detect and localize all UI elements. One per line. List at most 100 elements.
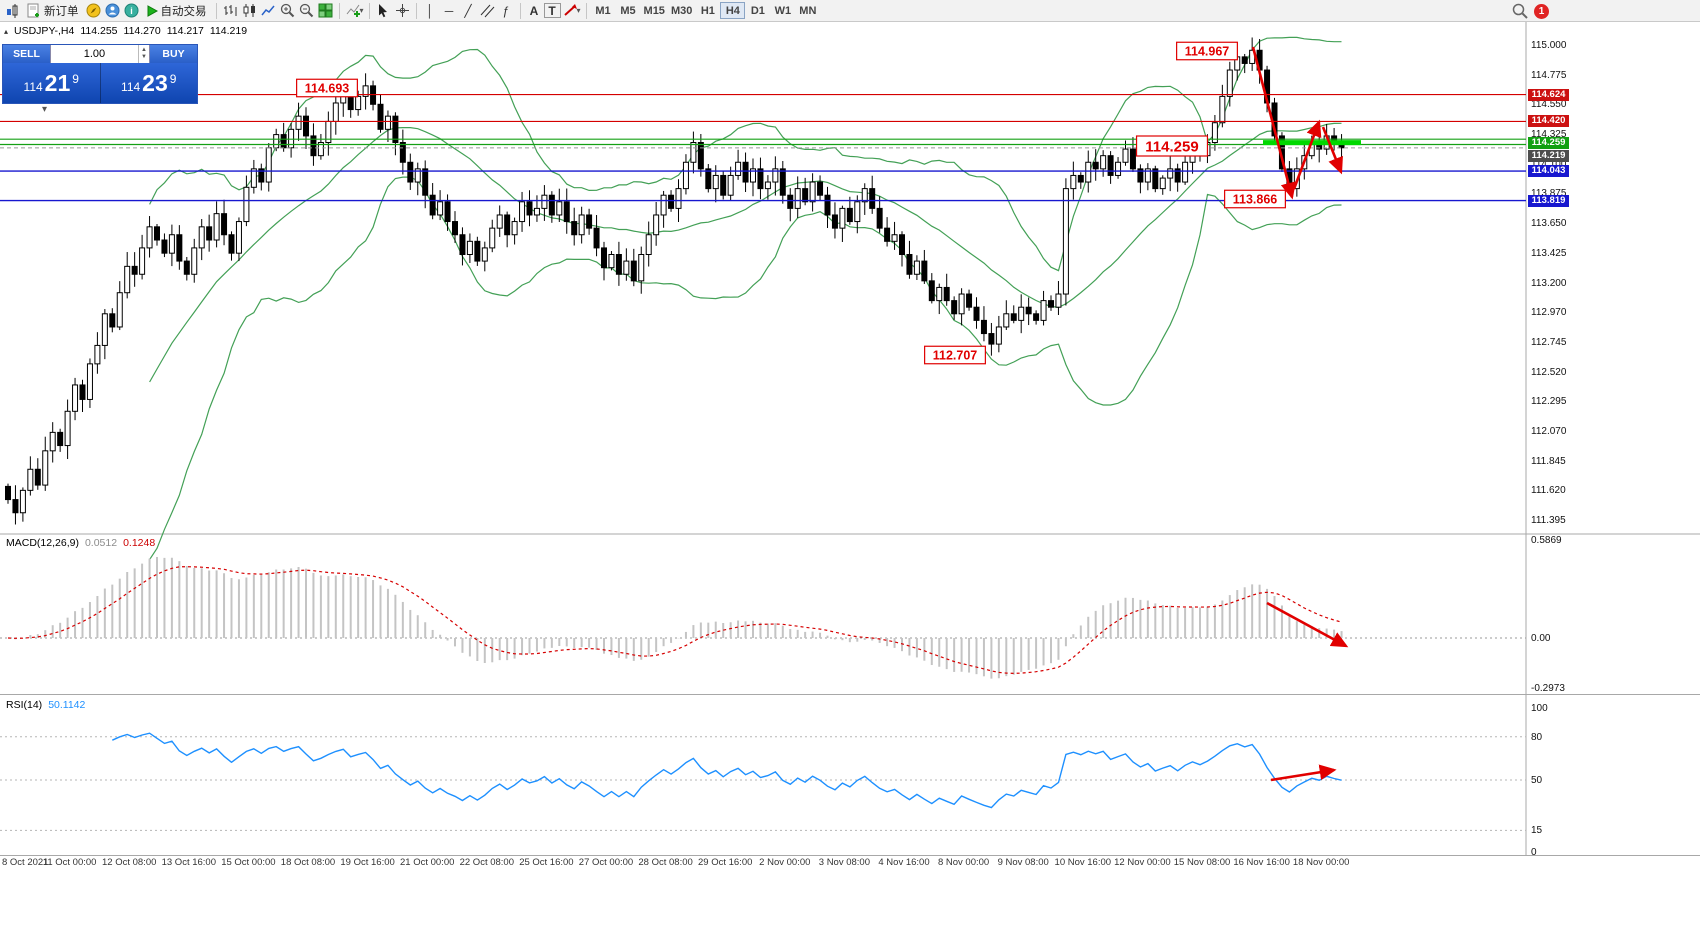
candle-body [146,226,153,249]
shapes-dropdown-icon[interactable]: ▾ [576,6,581,15]
crosshair-icon[interactable] [393,2,412,20]
candle-body [437,201,444,216]
line-chart-type-icon[interactable] [259,2,278,20]
channel-tool-icon[interactable] [478,2,497,20]
info-icon[interactable]: i [122,2,141,20]
candle-body [675,188,682,209]
trend-arrow[interactable] [1266,601,1349,648]
candle-body [228,234,235,254]
timeframe-w1-button[interactable]: W1 [770,2,795,19]
cursor-icon[interactable] [374,2,393,20]
timeframe-m15-button[interactable]: M15 [641,2,668,19]
ohlc-close: 114.219 [209,25,248,37]
candle-body [332,102,339,122]
indicators-icon[interactable] [344,2,363,20]
zoom-out-icon[interactable] [297,2,316,20]
candle-body [384,115,391,130]
price-label[interactable]: 112.707 [924,345,986,365]
candle-body [1062,188,1069,295]
volume-up-icon[interactable]: ▲ [140,47,147,53]
timeframe-m5-button[interactable]: M5 [616,2,641,19]
timeframe-d1-button[interactable]: D1 [745,2,770,19]
toolbar-separator [415,2,417,19]
candle-body [735,161,742,176]
bollinger-bands [149,36,1342,560]
price-label[interactable]: 114.693 [296,78,358,98]
notification-badge[interactable]: 1 [1534,3,1549,19]
bar-chart-type-icon[interactable] [221,2,240,20]
candle-body [1048,300,1054,308]
volume-input[interactable] [51,45,138,63]
sell-price[interactable]: 114 21 9 [3,63,101,103]
candle-body [846,207,853,223]
candle-body [601,247,607,269]
candle-body [533,207,540,216]
candle-body [943,286,950,302]
candle-body [869,188,876,209]
volume-down-icon[interactable]: ▼ [140,54,147,60]
date-axis-label: 29 Oct 16:00 [697,857,753,868]
candle-body [422,168,429,196]
trend-arrow[interactable] [1292,119,1322,190]
candle-body [94,344,101,365]
candle-body [1107,155,1114,176]
indicators-dropdown-icon[interactable]: ▾ [359,6,364,15]
timeframe-h4-button[interactable]: H4 [720,2,746,19]
candle-body [638,254,645,282]
tile-windows-icon[interactable] [316,2,335,20]
candle-body [973,306,980,321]
candle-body [988,333,995,345]
candle-body [429,194,436,216]
vertical-line-tool-icon[interactable]: │ [426,3,434,18]
candle-body [831,214,838,229]
date-axis-label: 8 Nov 00:00 [937,857,990,868]
candle-body [690,142,697,163]
price-label[interactable]: 114.967 [1176,41,1238,61]
date-axis: 8 Oct 2021 11 Oct 00:00 12 Oct 08:00 13 Oct… [0,857,1526,871]
chart-window-icon[interactable] [3,2,22,20]
text-label-tool-icon[interactable]: T [543,3,561,18]
trend-arrow[interactable] [1251,46,1296,200]
candle-body [1092,161,1099,170]
trend-arrow[interactable] [1321,126,1343,175]
buy-button[interactable]: BUY [150,45,197,63]
candle-body [139,247,146,275]
price-label[interactable]: 114.259 [1135,135,1209,157]
new-order-button[interactable]: 新订单 [22,2,84,20]
timeframe-m30-button[interactable]: M30 [668,2,695,19]
candle-body [235,221,242,254]
timeframe-mn-button[interactable]: MN [795,2,820,19]
date-axis-label: 18 Oct 08:00 [280,857,336,868]
sell-button[interactable]: SELL [3,45,50,63]
one-click-trading-panel: SELL ▲ ▼ BUY 114 21 9 114 23 9 [2,44,198,104]
buy-price[interactable]: 114 23 9 [101,63,198,103]
trendline-tool-icon[interactable]: ╱ [464,3,472,18]
candle-body [273,134,280,149]
sell-price-prefix: 114 [23,80,43,94]
candlestick-chart-type-icon[interactable] [240,2,259,20]
candle-body [317,142,324,157]
trade-panel-collapse-button[interactable]: ▾ [42,104,48,115]
horizontal-line-tool-icon[interactable]: ─ [444,3,454,18]
candle-body [727,174,734,196]
symbol-ohlc-readout: ▴ USDJPY-,H4 114.255 114.270 114.217 114… [4,25,247,37]
timeframe-m1-button[interactable]: M1 [591,2,616,19]
compass-icon[interactable] [84,2,103,20]
text-tool-icon[interactable]: A [529,3,539,18]
shapes-tool-icon[interactable] [561,2,580,20]
trend-arrow[interactable] [1270,764,1337,782]
timeframe-h1-button[interactable]: H1 [695,2,720,19]
auto-trading-button[interactable]: 自动交易 [141,2,212,20]
new-order-label: 新订单 [44,5,79,18]
candle-body [519,201,526,223]
search-icon[interactable] [1510,2,1529,20]
candle-body [1055,293,1062,308]
candle-body [556,201,563,216]
zoom-in-icon[interactable] [278,2,297,20]
fibonacci-tool-icon[interactable]: ƒ [502,3,510,18]
candle-body [668,194,675,209]
price-label[interactable]: 113.866 [1224,189,1286,209]
community-icon[interactable] [103,2,122,20]
candle-body [221,213,228,236]
